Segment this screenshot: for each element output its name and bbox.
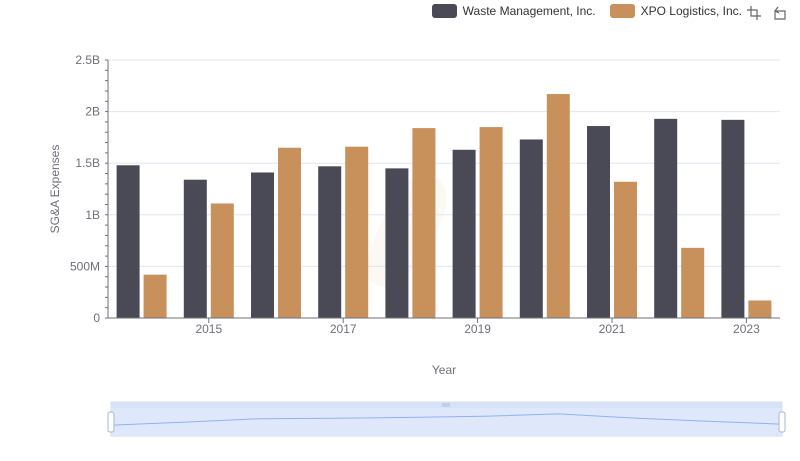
bar-xpo-logistics-2018[interactable]	[412, 128, 436, 318]
legend: Waste Management, Inc. XPO Logistics, In…	[431, 4, 742, 18]
x-tick-label: 2015	[195, 322, 222, 336]
bar-waste-management-2016[interactable]	[251, 172, 274, 318]
bar-waste-management-2015[interactable]	[183, 179, 207, 318]
bar-waste-management-2014[interactable]	[116, 165, 140, 318]
toolbox	[746, 5, 788, 21]
bar-xpo-logistics-2015[interactable]	[210, 203, 234, 318]
bar-waste-management-2023[interactable]	[721, 119, 745, 318]
x-axis-title: Year	[432, 363, 456, 377]
y-axis-title: SG&A Expenses	[48, 145, 62, 234]
bar-waste-management-2021[interactable]	[587, 126, 610, 318]
bar-waste-management-2019[interactable]	[452, 149, 476, 318]
data-zoom-left-handle[interactable]	[107, 411, 115, 433]
bar-xpo-logistics-2022[interactable]	[681, 247, 705, 318]
bar-xpo-logistics-2014[interactable]	[143, 274, 167, 318]
y-tick-label: 2.5B	[75, 53, 100, 67]
data-zoom-right-handle[interactable]	[778, 411, 786, 433]
x-axis: 2015 2017 2019 2021 2023	[108, 317, 780, 336]
restore-icon[interactable]	[772, 5, 788, 21]
legend-swatch-xpo-logistics	[609, 4, 635, 18]
data-zoom-preview-line	[110, 413, 783, 426]
data-zoom-grip[interactable]	[442, 403, 450, 407]
x-tick-label: 2023	[733, 322, 760, 336]
legend-item-xpo-logistics[interactable]: XPO Logistics, Inc.	[609, 4, 742, 18]
bars	[116, 94, 772, 318]
bar-xpo-logistics-2016[interactable]	[278, 147, 301, 318]
y-tick-label: 0	[93, 311, 100, 325]
y-tick-label: 1B	[85, 208, 100, 222]
bar-waste-management-2017[interactable]	[318, 166, 342, 318]
bar-xpo-logistics-2020[interactable]	[546, 94, 570, 318]
bar-waste-management-2022[interactable]	[654, 118, 678, 318]
legend-label-xpo-logistics: XPO Logistics, Inc.	[640, 4, 742, 18]
x-tick-label: 2019	[464, 322, 491, 336]
bar-xpo-logistics-2021[interactable]	[614, 181, 637, 318]
zoom-icon[interactable]	[746, 5, 762, 21]
bar-waste-management-2020[interactable]	[519, 139, 543, 318]
bar-xpo-logistics-2023[interactable]	[748, 300, 772, 318]
bar-xpo-logistics-2019[interactable]	[479, 127, 503, 318]
data-zoom-slider[interactable]	[107, 401, 786, 437]
y-tick-label: 2B	[85, 105, 100, 119]
x-tick-label: 2021	[599, 322, 626, 336]
bar-xpo-logistics-2017[interactable]	[345, 146, 369, 318]
x-tick-label: 2017	[330, 322, 357, 336]
data-zoom-selected-range	[111, 408, 782, 436]
legend-swatch-waste-management	[431, 4, 457, 18]
legend-label-waste-management: Waste Management, Inc.	[462, 4, 596, 18]
legend-item-waste-management[interactable]: Waste Management, Inc.	[431, 4, 596, 18]
y-tick-label: 1.5B	[75, 156, 100, 170]
y-tick-label: 500M	[70, 259, 100, 273]
bar-waste-management-2018[interactable]	[385, 168, 409, 318]
y-axis: 0 500M 1B 1.5B 2B 2.5B	[70, 53, 109, 325]
